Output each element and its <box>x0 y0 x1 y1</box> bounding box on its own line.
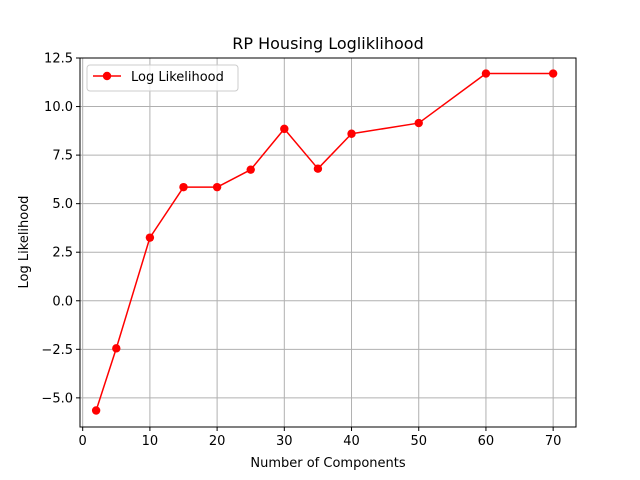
y-tick-label: 2.5 <box>52 246 73 261</box>
data-point-marker <box>91 406 101 415</box>
y-tick-label: 10.0 <box>44 100 73 115</box>
data-point-marker <box>179 182 188 192</box>
y-axis-ticks: −5.0 −2.5 0.0 2.5 5.0 7.5 10.0 12.5 <box>41 52 80 406</box>
data-point-marker <box>313 164 323 173</box>
y-tick-label: −5.0 <box>41 391 73 406</box>
data-point-marker <box>548 69 558 78</box>
data-point-marker <box>481 69 491 78</box>
legend-swatch-marker <box>102 71 112 81</box>
data-point-marker <box>347 129 356 138</box>
data-point-marker <box>145 233 155 242</box>
data-point-marker <box>112 344 121 353</box>
x-tick-label: 40 <box>343 434 360 449</box>
y-axis-label: Log Likelihood <box>17 196 32 289</box>
x-tick-label: 50 <box>410 434 427 449</box>
x-tick-label: 0 <box>79 434 87 449</box>
x-axis-label: Number of Components <box>250 456 405 471</box>
x-tick-label: 70 <box>545 434 562 449</box>
series-layer <box>91 69 558 415</box>
legend-box <box>86 64 239 92</box>
y-tick-label: 5.0 <box>52 197 73 212</box>
chart-title: RP Housing Logliklihood <box>232 34 423 53</box>
y-tick-label: 12.5 <box>44 52 73 67</box>
series-line <box>95 72 554 411</box>
data-point-marker <box>212 182 222 192</box>
x-tick-label: 10 <box>142 434 159 449</box>
x-tick-label: 20 <box>209 434 226 449</box>
x-tick-label: 30 <box>276 434 293 449</box>
x-tick-label: 60 <box>478 434 495 449</box>
legend-label: Log Likelihood <box>131 70 224 85</box>
data-point-marker <box>414 118 423 128</box>
x-axis-ticks: 0 10 20 30 40 50 60 70 <box>79 427 562 449</box>
y-tick-label: −2.5 <box>41 343 73 358</box>
y-tick-label: 0.0 <box>52 294 73 309</box>
plot-frame <box>79 57 577 428</box>
data-point-marker <box>280 124 289 134</box>
plot-area <box>80 58 576 427</box>
legend: Log Likelihood <box>86 64 239 92</box>
y-tick-label: 7.5 <box>52 149 73 164</box>
data-point-marker <box>246 165 255 174</box>
